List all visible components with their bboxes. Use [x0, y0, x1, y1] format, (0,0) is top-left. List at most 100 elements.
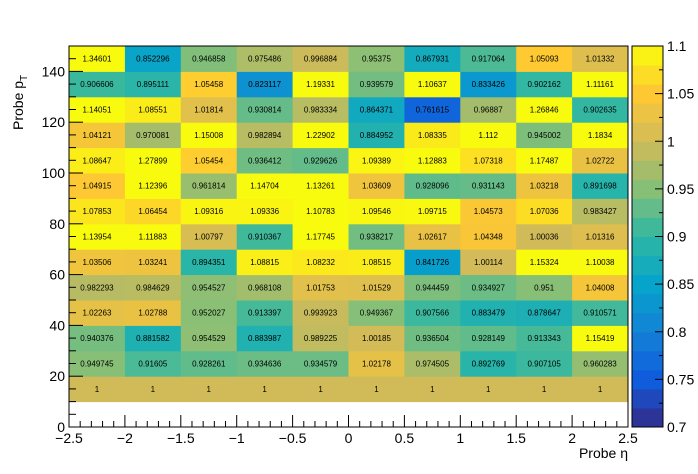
heatmap-cell [124, 300, 182, 326]
cell-value-label: 0.892769 [472, 360, 506, 369]
cell-value-label: 1.15324 [530, 258, 559, 267]
colorbar-tick-label: 1.05 [667, 86, 694, 102]
cell-value-label: 1.17745 [306, 233, 335, 242]
colorbar-swatch [632, 46, 663, 66]
cell-value-label: 1.14051 [82, 106, 111, 115]
heatmap-cell [180, 71, 238, 98]
heatmap-cell [404, 274, 461, 301]
cell-value-label: 0.974505 [416, 360, 450, 369]
heatmap-cell [236, 198, 294, 225]
y-tick-label: 140 [42, 63, 66, 79]
heatmap-cell [572, 223, 629, 250]
cell-value-label: 0.930814 [248, 106, 282, 115]
cell-value-label: 1 [95, 385, 100, 394]
colorbar-tick-label: 1.1 [667, 38, 687, 54]
cell-value-label: 1.02722 [586, 156, 615, 165]
heatmap-cell [180, 122, 238, 149]
cell-value-label: 1.04348 [474, 233, 503, 242]
cell-value-label: 1.05458 [194, 80, 223, 89]
colorbar-swatch [632, 217, 663, 237]
cell-value-label: 1.11883 [139, 233, 168, 242]
cell-value-label: 0.993923 [304, 309, 338, 318]
cell-value-label: 0.906606 [80, 80, 114, 89]
cell-value-label: 0.982293 [80, 283, 114, 292]
heatmap-cell [236, 274, 294, 301]
colorbar-tick-label: 0.85 [667, 276, 694, 292]
cell-value-label: 1.09336 [250, 207, 279, 216]
heatmap-cell [124, 96, 182, 123]
cell-value-label: 0.934579 [304, 360, 338, 369]
cell-value-label: 1 [318, 385, 323, 394]
cell-value-label: 1.01529 [362, 283, 391, 292]
cell-value-label: 1.01814 [194, 106, 223, 115]
heatmap-cell [516, 274, 573, 301]
heatmap-cell [124, 350, 182, 377]
x-axis: −2.5 −2 −1.5 −1 −0.5 0 0.5 1 1.5 2 2.5 [55, 415, 638, 446]
heatmap-cell [348, 96, 405, 123]
heatmap-cell [460, 71, 517, 98]
cell-value-label: 1.15008 [194, 131, 223, 140]
cell-value-label: 0.951 [534, 283, 555, 292]
heatmap-cell [180, 274, 238, 301]
cell-value-label: 0.864371 [360, 106, 394, 115]
y-tick-label: 100 [42, 165, 66, 181]
heatmap-cell [516, 376, 573, 403]
cell-value-label: 1.19331 [306, 80, 335, 89]
cell-value-label: 0.968108 [248, 283, 282, 292]
x-tick-label: 2.5 [618, 430, 638, 446]
heatmap-cell [460, 198, 517, 225]
heatmap-cell [460, 122, 517, 149]
heatmap-cell [348, 46, 405, 72]
cell-value-label: 1.01332 [586, 55, 615, 64]
cell-value-label: 1.11161 [586, 80, 614, 89]
heatmap-cell [124, 122, 182, 149]
colorbar-tick-label: 0.9 [667, 229, 687, 245]
cell-value-label: 0.928261 [192, 360, 226, 369]
cell-value-label: 0.910571 [583, 309, 617, 318]
cell-value-label: 0.883479 [472, 309, 506, 318]
heatmap-cell [460, 46, 517, 72]
heatmap-cell [124, 46, 182, 72]
heatmap-cell [460, 223, 517, 250]
cell-value-label: 1.05093 [530, 55, 559, 64]
heatmap-cell [236, 147, 294, 174]
heatmap-cell [292, 198, 349, 225]
cell-value-label: 1.15419 [586, 334, 615, 343]
heatmap-cell [180, 173, 238, 199]
heatmap-cell [348, 376, 405, 403]
heatmap-cell [180, 325, 238, 352]
cell-value-label: 1 [374, 385, 379, 394]
cell-value-label: 0.934636 [248, 360, 282, 369]
heatmap-cell [292, 46, 349, 72]
heatmap-cell [516, 350, 573, 377]
cell-value-label: 1.10637 [418, 80, 447, 89]
heatmap-cell [292, 274, 349, 301]
heatmap-cell [404, 350, 461, 377]
heatmap-cell [460, 173, 517, 199]
cell-value-label: 0.982894 [248, 131, 282, 140]
heatmap-cell [572, 198, 629, 225]
colorbar-tick-label: 1 [667, 133, 675, 149]
cell-value-label: 1 [207, 385, 212, 394]
heatmap-cell [69, 147, 126, 174]
heatmap-cell [180, 96, 238, 123]
heatmap-cell [516, 223, 573, 250]
heatmap-cell [69, 122, 126, 149]
cell-value-label: 1.17487 [530, 156, 559, 165]
heatmap-cell [236, 223, 294, 250]
colorbar-swatch [632, 122, 663, 142]
cell-value-label: 0.823117 [248, 80, 281, 89]
cell-value-label: 0.936412 [248, 156, 282, 165]
heatmap-cell [572, 46, 629, 72]
cell-value-label: 0.961814 [192, 182, 226, 191]
heatmap-cell [124, 325, 182, 352]
colorbar-swatch [632, 312, 663, 333]
cell-value-label: 0.881582 [136, 334, 170, 343]
heatmap-cell [180, 198, 238, 225]
heatmap-cell [292, 71, 349, 98]
cell-value-label: 1.03506 [82, 258, 111, 267]
heatmap-cell [180, 249, 238, 276]
colorbar-swatch [632, 160, 663, 180]
cell-value-label: 0.934927 [472, 283, 506, 292]
